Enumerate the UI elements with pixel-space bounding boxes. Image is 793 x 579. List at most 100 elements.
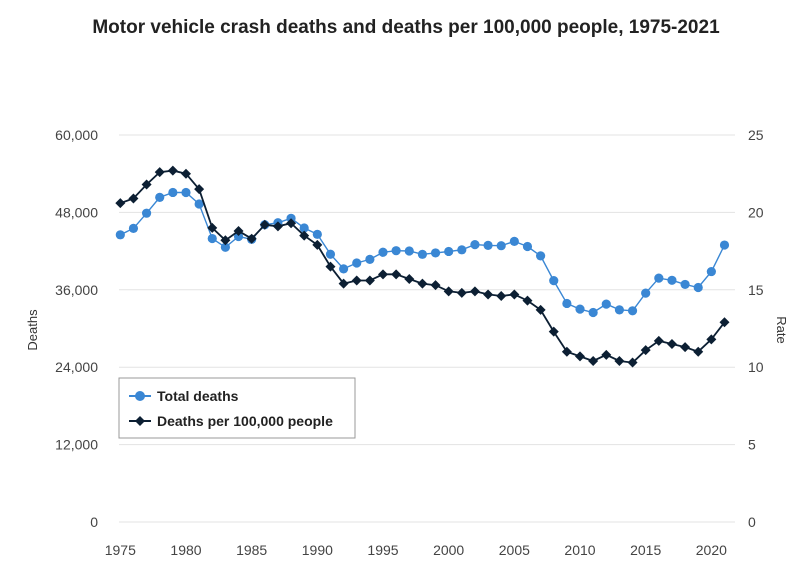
data-point-deaths bbox=[706, 266, 716, 277]
data-point-rate bbox=[246, 233, 257, 244]
data-point-rate bbox=[128, 193, 139, 204]
data-point-rate bbox=[325, 261, 336, 272]
data-point-deaths bbox=[338, 264, 349, 274]
data-point-rate bbox=[391, 269, 402, 280]
data-point-deaths bbox=[220, 242, 230, 252]
data-point-deaths bbox=[641, 288, 651, 298]
data-point-deaths bbox=[601, 299, 611, 309]
data-point-deaths bbox=[483, 240, 493, 250]
data-point-deaths bbox=[299, 223, 309, 233]
data-point-deaths bbox=[194, 199, 204, 209]
data-point-rate bbox=[194, 184, 205, 195]
legend-marker-circle bbox=[135, 391, 145, 401]
data-point-rate bbox=[561, 346, 572, 357]
data-point-rate bbox=[575, 351, 586, 362]
data-point-rate bbox=[299, 230, 310, 241]
data-point-deaths bbox=[141, 208, 152, 218]
data-point-rate bbox=[404, 273, 415, 284]
data-point-rate bbox=[706, 334, 717, 345]
data-point-rate bbox=[364, 275, 375, 286]
data-point-deaths bbox=[693, 282, 703, 293]
data-point-rate bbox=[338, 278, 349, 289]
left-axis-title: Deaths bbox=[25, 309, 40, 351]
data-point-deaths bbox=[352, 258, 362, 268]
data-point-deaths bbox=[627, 306, 638, 316]
data-point-rate bbox=[141, 179, 152, 190]
x-tick-label: 1990 bbox=[302, 542, 333, 558]
data-point-deaths bbox=[654, 273, 664, 283]
data-point-rate bbox=[719, 317, 730, 328]
data-point-rate bbox=[259, 219, 270, 230]
data-point-rate bbox=[115, 198, 126, 209]
data-point-deaths bbox=[181, 187, 191, 198]
data-point-rate bbox=[680, 342, 691, 353]
data-point-deaths bbox=[325, 249, 336, 259]
x-tick-label: 1975 bbox=[105, 542, 136, 558]
data-point-rate bbox=[614, 356, 625, 367]
data-point-deaths bbox=[404, 246, 414, 256]
gridlines bbox=[119, 134, 735, 523]
left-tick-label: 24,000 bbox=[55, 359, 98, 375]
legend-label: Deaths per 100,000 people bbox=[157, 413, 333, 429]
x-tick-label: 2015 bbox=[630, 542, 661, 558]
x-axis: 1975 1980 1985 1990 1995 2000 2005 2010 2015 2020 bbox=[105, 542, 727, 558]
x-tick-label: 1985 bbox=[236, 542, 267, 558]
x-tick-label: 2005 bbox=[499, 542, 530, 558]
data-point-rate bbox=[640, 345, 651, 356]
left-y-axis: 0 12,000 24,000 36,000 48,000 60,000 bbox=[55, 127, 98, 530]
data-point-deaths bbox=[365, 254, 375, 264]
legend-box bbox=[118, 377, 356, 439]
data-point-deaths bbox=[417, 249, 428, 259]
right-tick-label: 5 bbox=[748, 437, 756, 453]
data-point-rate bbox=[154, 167, 165, 178]
data-point-deaths bbox=[444, 246, 454, 257]
data-point-rate bbox=[233, 225, 244, 236]
data-point-rate bbox=[496, 290, 507, 301]
data-point-rate bbox=[286, 218, 297, 229]
data-point-rate bbox=[312, 239, 323, 250]
data-point-deaths bbox=[155, 192, 165, 202]
left-tick-label: 36,000 bbox=[55, 282, 98, 298]
x-tick-label: 2010 bbox=[564, 542, 595, 558]
left-tick-label: 60,000 bbox=[55, 127, 98, 143]
left-tick-label: 48,000 bbox=[55, 204, 98, 220]
right-axis-title: Rate bbox=[774, 316, 789, 343]
data-point-deaths bbox=[496, 241, 506, 251]
data-point-rate bbox=[443, 286, 454, 297]
data-point-rate bbox=[456, 287, 467, 298]
right-tick-label: 15 bbox=[748, 282, 764, 298]
data-point-deaths bbox=[430, 248, 441, 258]
data-point-deaths bbox=[719, 240, 730, 250]
data-point-deaths bbox=[470, 240, 480, 250]
data-point-rate bbox=[430, 280, 441, 291]
data-point-deaths bbox=[680, 279, 690, 290]
data-point-deaths bbox=[549, 276, 559, 286]
right-tick-label: 25 bbox=[748, 127, 764, 143]
data-point-deaths bbox=[233, 231, 244, 242]
data-point-deaths bbox=[562, 298, 572, 309]
right-tick-label: 10 bbox=[748, 359, 764, 375]
data-point-deaths bbox=[128, 223, 139, 233]
data-point-deaths bbox=[588, 307, 598, 318]
data-point-rate bbox=[693, 346, 704, 357]
data-point-deaths bbox=[575, 304, 585, 314]
data-point-rate bbox=[469, 286, 480, 297]
data-point-rate bbox=[272, 221, 283, 232]
data-point-deaths bbox=[522, 241, 533, 252]
legend-marker-diamond bbox=[135, 416, 145, 426]
data-point-deaths bbox=[536, 251, 546, 261]
data-point-rate bbox=[601, 349, 612, 360]
data-point-deaths bbox=[614, 305, 625, 315]
data-point-deaths bbox=[667, 275, 677, 285]
data-point-rate bbox=[483, 289, 494, 300]
series-line-1 bbox=[120, 169, 726, 364]
data-point-deaths bbox=[378, 247, 388, 257]
data-point-rate bbox=[180, 168, 191, 179]
x-tick-label: 2000 bbox=[433, 542, 464, 558]
data-point-rate bbox=[207, 222, 218, 233]
left-tick-label: 12,000 bbox=[55, 437, 98, 453]
data-point-rate bbox=[666, 338, 677, 349]
data-point-deaths bbox=[312, 229, 322, 239]
data-point-rate bbox=[522, 295, 533, 306]
